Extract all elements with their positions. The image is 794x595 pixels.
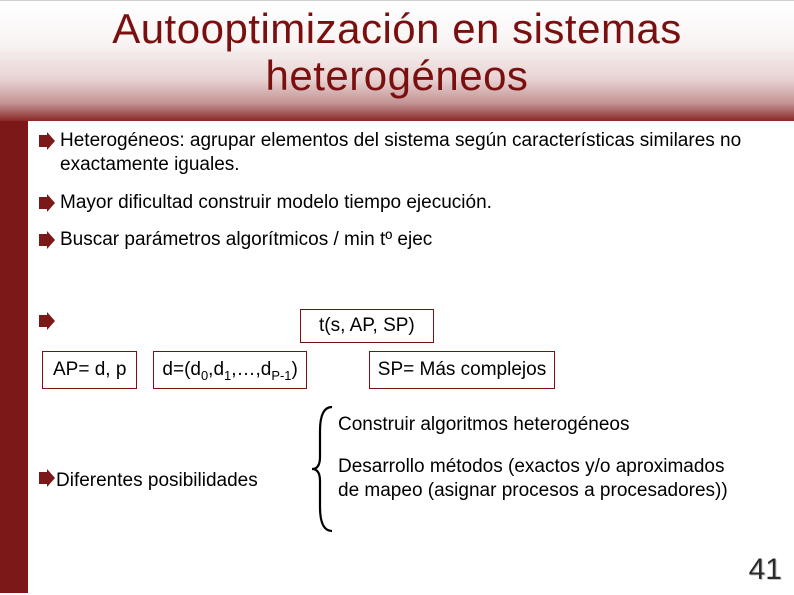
param-box-row: AP= d, p d=(d0,d1,…,dP-1) SP= Más comple… (42, 351, 780, 389)
sp-text: SP= Más complejos (378, 359, 546, 380)
right-text-group: Construir algoritmos heterogéneos Desarr… (338, 413, 772, 502)
arrow-icon (38, 231, 56, 249)
arrow-icon (38, 194, 56, 212)
ap-box: AP= d, p (42, 351, 137, 389)
d-box: d=(d0,d1,…,dP-1) (153, 351, 306, 389)
curly-brace-icon (310, 405, 338, 533)
bullet-2: Mayor dificultad construir modelo tiempo… (38, 191, 780, 215)
ap-text: AP= d, p (53, 359, 126, 380)
d-prefix: d=(d (162, 359, 201, 380)
arrow-icon (38, 132, 56, 150)
d-mid1: ,d (208, 359, 224, 380)
slide: Autooptimización en sistemas heterogéneo… (0, 0, 794, 595)
bullet-3: Buscar parámetros algorítmicos / min tº … (38, 228, 780, 252)
title-line-1: Autooptimización en sistemas (112, 5, 682, 52)
bullet-1: Heterogéneos: agrupar elementos del sist… (38, 129, 780, 177)
formula-row (38, 309, 60, 330)
arrow-icon (38, 469, 56, 487)
d-suffix: ) (291, 359, 297, 380)
bullet-2-text: Mayor dificultad construir modelo tiempo… (60, 191, 780, 215)
d-mid2: ,…,d (231, 359, 271, 380)
title-band: Autooptimización en sistemas heterogéneo… (0, 1, 794, 121)
title-line-2: heterogéneos (266, 52, 529, 99)
right-line-1: Construir algoritmos heterogéneos (338, 413, 772, 437)
formula-text: t(s, AP, SP) (319, 315, 415, 336)
arrow-icon (38, 312, 56, 330)
sp-box: SP= Más complejos (369, 351, 555, 389)
left-sidebar (0, 121, 28, 593)
bullet-diff: Diferentes posibilidades (38, 469, 258, 493)
formula-box: t(s, AP, SP) (300, 309, 434, 343)
content-area: Heterogéneos: agrupar elementos del sist… (38, 129, 780, 593)
diff-text: Diferentes posibilidades (56, 469, 258, 493)
right-line-2: Desarrollo métodos (exactos y/o aproxima… (338, 455, 738, 503)
d-subp: P-1 (271, 368, 291, 383)
slide-title: Autooptimización en sistemas heterogéneo… (0, 5, 794, 99)
bullet-3-text: Buscar parámetros algorítmicos / min tº … (60, 228, 780, 252)
page-number: 41 (749, 553, 782, 587)
bullet-1-text: Heterogéneos: agrupar elementos del sist… (60, 129, 780, 177)
